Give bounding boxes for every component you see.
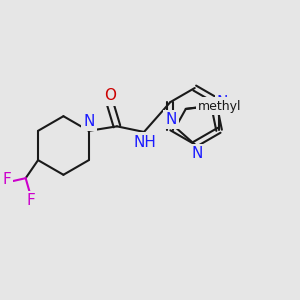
Text: F: F	[2, 172, 11, 188]
Text: N: N	[165, 112, 177, 127]
Text: F: F	[27, 193, 36, 208]
Text: methyl: methyl	[198, 100, 242, 112]
Text: N: N	[191, 146, 203, 161]
Text: N: N	[217, 95, 228, 110]
Text: O: O	[104, 88, 116, 104]
Text: NH: NH	[134, 135, 157, 150]
Text: N: N	[83, 114, 94, 129]
